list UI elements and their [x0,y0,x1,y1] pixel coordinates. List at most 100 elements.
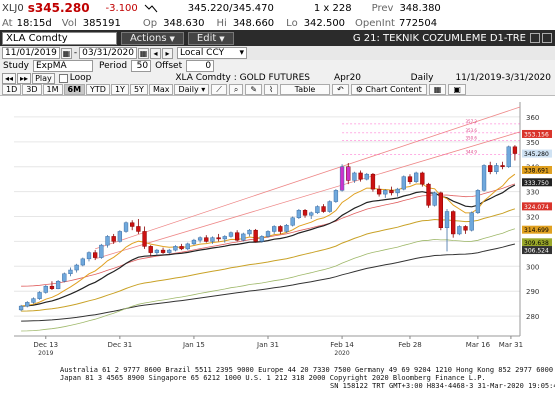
frequency-select[interactable]: Daily ▾ [174,84,210,95]
step-forward-button[interactable]: ▸▸ [17,72,32,84]
price-tag-label: 338.691 [524,167,549,174]
tab-1m[interactable]: 1M [42,84,63,95]
price-tag-bg [522,238,552,247]
gear-icon: ⚙ [355,85,363,94]
price-tag: 345.280 [522,149,552,158]
candle [457,226,462,235]
candle [395,188,400,194]
price-tag: 306.524 [522,246,552,255]
footer: Australia 61 2 9777 8600 Brazil 5511 239… [0,366,555,400]
play-bar: ◂◂ ▸▸ Play Loop XLA Comdty : GOLD FUTURE… [0,72,555,84]
edit-menu[interactable]: Edit ▼ [187,31,234,45]
loop-checkbox[interactable] [58,73,68,83]
price-tag-label: 309.638 [524,240,549,247]
window-restore-icon[interactable] [530,33,540,43]
tab-5y[interactable]: 5Y [129,84,148,95]
vol-label: Vol [61,17,77,29]
ma-line-50 [21,208,516,312]
tab-ytd[interactable]: YTD [86,84,110,95]
line-chart-icon[interactable]: ⟋ [211,84,227,95]
low-value: 342.500 [303,17,346,29]
candle [401,176,406,190]
tab-max[interactable]: Max [148,84,174,95]
price-tag: 333.750 [522,178,552,187]
candle [142,231,147,247]
candle [117,231,123,242]
annotate-icon[interactable]: ⌇ [264,84,278,95]
last-price: s345.280 [28,1,90,15]
candle [346,166,351,181]
candle [130,222,135,227]
offset-input[interactable]: 0 [186,60,215,72]
y-tick-label: 320 [526,214,539,222]
y-tick-label: 360 [526,114,539,122]
candle [154,249,160,253]
candle [494,165,499,172]
price-tag-bg [522,129,552,138]
next-range-icon[interactable]: ▸ [162,47,173,59]
candle [358,172,363,180]
candle [463,226,468,231]
actions-menu[interactable]: Actions ▼ [121,31,184,45]
period-toolbar: 1D 3D 1M 6M YTD 1Y 5Y Max Daily ▾ ⟋ ⌕ ✎ … [0,84,555,96]
actions-label: Actions [130,32,167,44]
candle [222,236,227,240]
candle [179,246,184,250]
chart-svg[interactable]: 280290300310320330340350360Dec 132019Dec… [0,96,555,366]
layout-icon[interactable]: ▦ [428,84,447,95]
tab-6m[interactable]: 6M [63,84,86,95]
start-date-input[interactable]: 11/01/2019 [2,47,60,59]
tab-3d[interactable]: 3D [22,84,42,95]
rewind-button[interactable]: ◂◂ [2,72,17,84]
x-tick-year: 2019 [38,350,53,357]
start-calendar-icon[interactable]: ▦ [60,47,72,59]
zoom-icon[interactable]: ⌕ [228,84,244,95]
price-tag-label: 353.156 [524,131,549,138]
price-tag-bg [522,225,552,234]
study-select[interactable]: ExpMA [33,60,93,72]
prev-range-icon[interactable]: ◂ [150,47,161,59]
end-calendar-icon[interactable]: ▦ [138,47,149,59]
price-tag-label: 333.750 [524,180,549,187]
save-icon[interactable]: ▣ [448,84,466,95]
footer-line-1: Australia 61 2 9777 8600 Brazil 5511 239… [60,366,554,374]
candle [228,232,234,237]
candle [376,188,382,195]
draw-icon[interactable]: ✎ [245,84,263,95]
window-help-icon[interactable] [542,33,552,43]
chart-content-button[interactable]: ⚙ Chart Content [350,84,427,95]
candle [438,192,444,228]
candle [469,212,474,231]
candle [37,292,42,299]
table-button[interactable]: Table [280,84,330,95]
candle [451,211,456,235]
openint-label: OpenInt [355,17,395,29]
x-tick-label: Mar 31 [499,341,523,349]
undo-icon[interactable]: ↶ [332,84,349,95]
play-button[interactable]: Play [32,72,55,84]
down-tick-icon [144,4,158,13]
candle [99,244,104,258]
candle [315,206,320,214]
tab-1y[interactable]: 1Y [110,84,129,95]
period-input[interactable]: 50 [131,60,152,72]
price-tag: 314.699 [522,225,552,234]
candle [321,206,326,212]
trend-line [95,131,521,260]
candle [49,285,55,289]
ma-line-slow [21,243,516,322]
candle [327,201,332,212]
candle [234,232,240,241]
security-input[interactable]: XLA Comdty [2,31,117,45]
currency-select[interactable]: Local CCY ▾ [177,47,247,59]
tab-1d[interactable]: 1D [2,84,22,95]
range-dash: - [73,48,78,58]
candle [259,236,264,242]
fib-label: 344.9 [466,150,478,155]
low-label: Lo [286,17,298,29]
candle [197,237,203,241]
end-date-input[interactable]: 03/31/2020 [79,47,137,59]
loop-label: Loop [69,73,92,83]
price-chart[interactable]: 280290300310320330340350360Dec 132019Dec… [0,96,555,366]
price-tag: 338.691 [522,165,552,174]
